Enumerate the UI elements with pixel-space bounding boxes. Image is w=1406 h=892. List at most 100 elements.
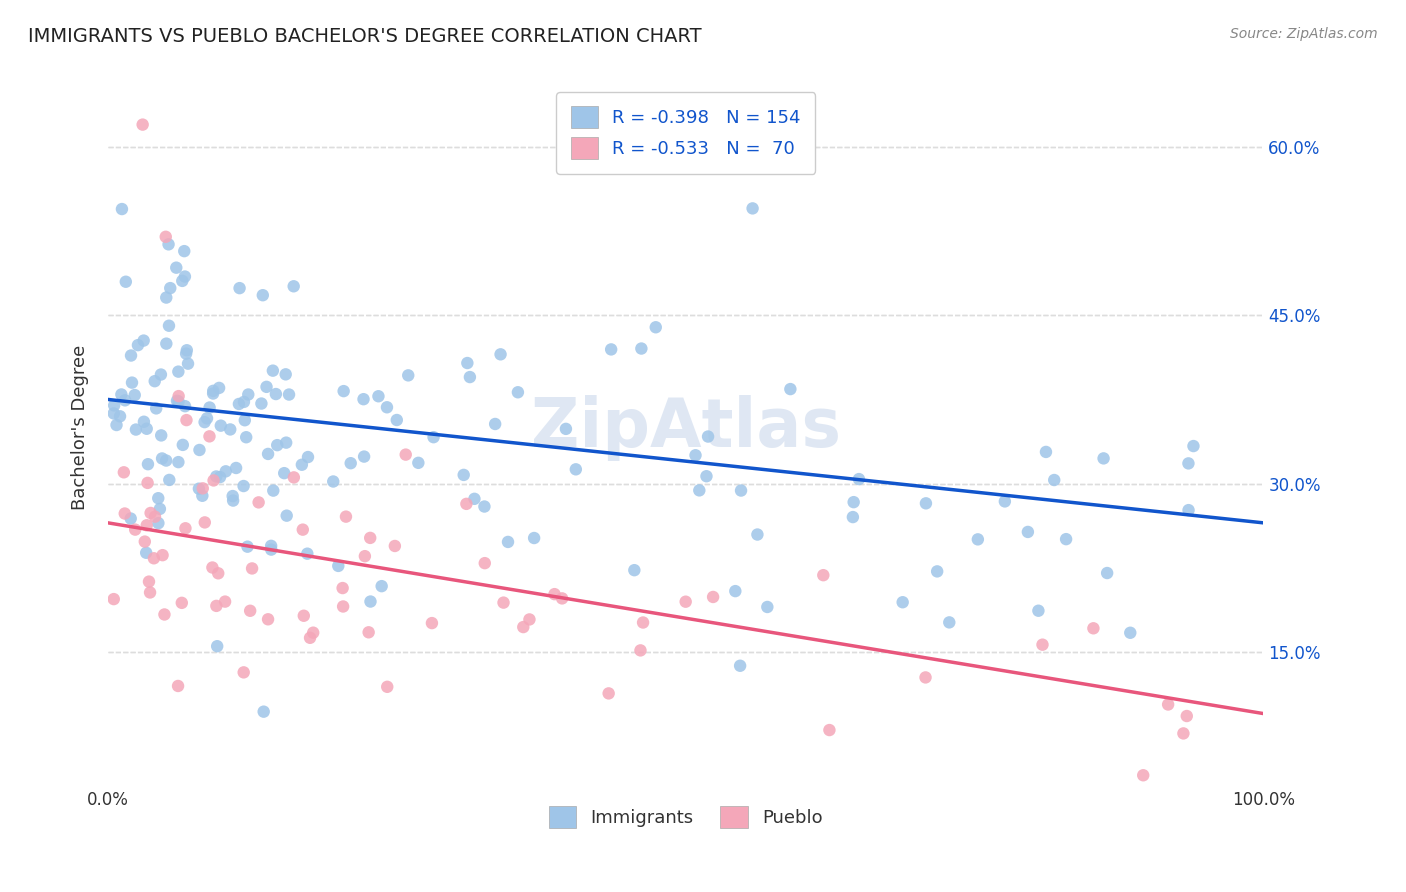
Point (496, 535, 519, 549)
Point (1028, 604, 1050, 618)
Point (247, 495, 270, 509)
Point (688, 483, 710, 498)
Point (155, 291, 177, 305)
Point (367, 389, 389, 403)
Point (167, 455, 190, 469)
Point (150, 428, 173, 442)
Point (631, 615, 654, 630)
Text: Source: ZipAtlas.com: Source: ZipAtlas.com (1230, 27, 1378, 41)
Point (257, 447, 280, 461)
Point (173, 244, 195, 259)
Point (697, 429, 720, 443)
Point (489, 347, 512, 361)
Text: ZipAtlas: ZipAtlas (530, 394, 841, 460)
Point (375, 680, 398, 694)
Point (297, 547, 319, 561)
Point (453, 467, 475, 482)
Point (135, 422, 157, 436)
Point (157, 473, 180, 487)
Point (112, 465, 135, 479)
Point (1182, 439, 1205, 453)
Point (159, 281, 181, 295)
Point (155, 336, 177, 351)
Point (322, 475, 344, 489)
Point (492, 596, 515, 610)
Point (155, 453, 177, 467)
Point (292, 608, 315, 623)
Point (813, 568, 835, 582)
Point (150, 451, 173, 466)
Point (728, 658, 751, 673)
Point (235, 430, 257, 444)
Point (167, 394, 190, 409)
Point (138, 574, 160, 589)
Point (157, 237, 180, 252)
Point (262, 364, 284, 378)
Point (114, 507, 136, 521)
Point (1173, 726, 1195, 740)
Point (114, 393, 136, 408)
Point (166, 393, 188, 408)
Point (215, 464, 238, 478)
Point (194, 516, 217, 530)
Point (176, 413, 198, 427)
Point (257, 612, 280, 626)
Point (354, 549, 377, 564)
Point (131, 118, 153, 132)
Point (914, 670, 936, 684)
Point (152, 548, 174, 562)
Point (283, 470, 305, 484)
Point (276, 508, 298, 523)
Point (170, 596, 193, 610)
Point (228, 281, 250, 295)
Point (208, 381, 231, 395)
Point (630, 342, 652, 356)
Point (205, 599, 228, 613)
Point (132, 334, 155, 348)
Point (724, 584, 747, 599)
Point (360, 594, 382, 608)
Point (236, 540, 259, 554)
Point (332, 384, 354, 398)
Point (174, 346, 197, 360)
Point (155, 229, 177, 244)
Point (396, 368, 419, 383)
Point (148, 491, 170, 506)
Point (291, 523, 314, 537)
Point (136, 457, 159, 471)
Point (188, 442, 211, 457)
Point (1054, 532, 1077, 546)
Point (187, 482, 209, 496)
Point (219, 422, 242, 436)
Point (339, 456, 361, 470)
Point (232, 479, 254, 493)
Point (174, 399, 197, 413)
Point (205, 639, 228, 653)
Point (384, 539, 406, 553)
Point (741, 202, 763, 216)
Point (408, 456, 430, 470)
Point (1035, 445, 1057, 459)
Point (176, 343, 198, 358)
Point (165, 260, 187, 275)
Point (565, 462, 588, 476)
Point (375, 401, 398, 415)
Point (260, 542, 283, 557)
Point (194, 415, 217, 429)
Point (120, 511, 142, 525)
Point (302, 625, 325, 640)
Point (127, 338, 149, 352)
Point (891, 595, 914, 609)
Point (1095, 566, 1118, 580)
Point (370, 579, 392, 593)
Point (848, 472, 870, 486)
Point (353, 392, 375, 407)
Point (174, 521, 197, 535)
Point (1119, 625, 1142, 640)
Point (172, 438, 194, 452)
Point (167, 389, 190, 403)
Point (202, 386, 225, 401)
Point (153, 607, 176, 622)
Point (149, 368, 172, 382)
Point (139, 506, 162, 520)
